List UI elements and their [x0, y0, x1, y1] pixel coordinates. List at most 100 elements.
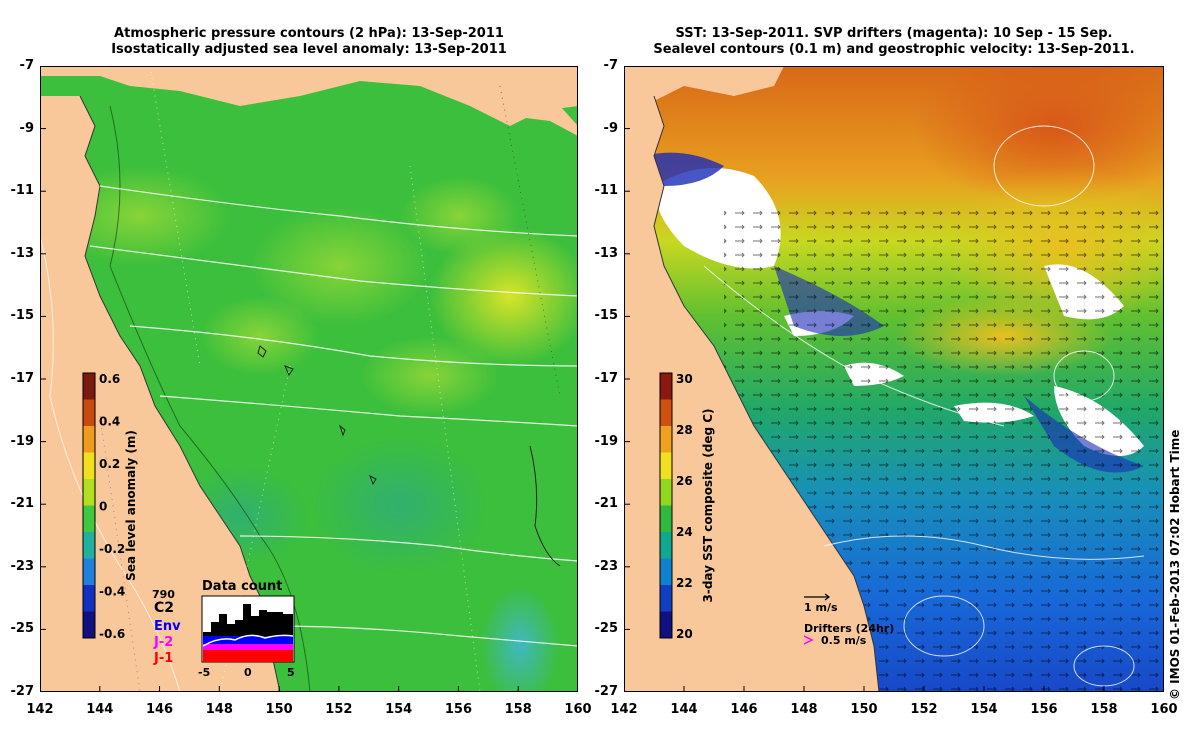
left-x-tick-label: 160: [564, 702, 592, 717]
left-x-tick-label: 148: [205, 702, 233, 717]
left-x-tick-label: 152: [325, 702, 353, 717]
legend-j1: J-1: [153, 651, 173, 666]
left-x-tick-label: 144: [86, 702, 114, 717]
colorbar-swatch: [83, 532, 95, 559]
right-y-tick-label: -23: [594, 558, 619, 574]
colorbar-tick-label: 26: [676, 474, 693, 488]
left-y-tick-label: -11: [10, 183, 35, 199]
right-x-tick-label: 146: [730, 702, 758, 717]
left-y-tick-label: -27: [10, 684, 35, 699]
colorbar-tick-label: -0.2: [99, 542, 125, 556]
data-count-bars: [201, 595, 295, 663]
left-y-tick-label: -15: [10, 308, 35, 324]
colorbar-tick-label: 0: [99, 500, 107, 514]
right-y-tick-label: -11: [594, 183, 619, 199]
australia-land: [624, 96, 879, 692]
left-x-tick-label: 156: [444, 702, 472, 717]
left-map-title: Atmospheric pressure contours (2 hPa): 1…: [40, 26, 578, 58]
sea-level-anomaly-map: [40, 66, 578, 692]
colorbar-tick-label: 28: [676, 423, 693, 437]
colorbar-swatch: [660, 373, 672, 400]
colorbar-swatch: [83, 505, 95, 533]
colorbar-swatch: [660, 585, 672, 612]
right-title-line1: SST: 13-Sep-2011. SVP drifters (magenta)…: [675, 26, 1113, 41]
colorbar-label: Sea level anomaly (m): [124, 430, 138, 581]
colorbar-swatch: [660, 532, 672, 559]
left-x-tick-label: 154: [385, 702, 413, 717]
left-x-tick-label: 158: [504, 702, 532, 717]
data-count-xtick: 0: [244, 666, 252, 679]
colorbar-swatch: [83, 558, 95, 586]
legend-j2: J-2: [153, 635, 173, 650]
right-y-tick-label: -19: [594, 433, 619, 449]
left-y-tick-label: -21: [10, 496, 35, 512]
right-y-tick-label: -27: [594, 684, 619, 699]
colorbar-tick-label: -0.4: [99, 585, 125, 599]
colorbar-tick-label: -0.6: [99, 627, 125, 641]
left-y-tick-label: -23: [10, 558, 35, 574]
right-y-tick-label: -15: [594, 308, 619, 324]
colorbar-tick-label: 0.2: [99, 457, 120, 471]
legend-env: Env: [154, 619, 181, 634]
left-x-tick-label: 146: [145, 702, 174, 717]
left-title-line2: Isostatically adjusted sea level anomaly…: [111, 42, 507, 57]
right-title-line2: Sealevel contours (0.1 m) and geostrophi…: [653, 42, 1135, 57]
data-count-xtick: 5: [287, 666, 295, 679]
data-count-inset: Data count 790 -5 0 5 C2 Env J-2 J-1: [152, 579, 295, 679]
drifters-speed-label: 0.5 m/s: [821, 634, 867, 647]
colorbar-swatch: [83, 373, 95, 400]
colorbar-swatch: [83, 452, 95, 480]
right-y-tick-label: -13: [594, 245, 619, 261]
left-y-tick-label: -7: [19, 58, 34, 73]
colorbar-swatch: [660, 426, 672, 453]
left-y-tick-label: -25: [10, 621, 35, 637]
colorbar-tick-label: 0.6: [99, 372, 120, 386]
australia-land: [40, 96, 280, 692]
sst-colorbar: 30 28 26 24 22 20 3-day SST composite (deg C): [659, 372, 715, 641]
colorbar-tick-label: 20: [676, 627, 693, 641]
colorbar-swatch: [83, 611, 95, 639]
left-x-tick-label: 142: [26, 702, 54, 717]
drifters-legend-label: Drifters (24hr): [804, 622, 894, 635]
right-x-tick-label: 142: [610, 702, 638, 717]
right-y-tick-label: -25: [594, 621, 619, 637]
right-x-tick-label: 150: [850, 702, 878, 717]
colorbar-swatch: [83, 479, 95, 506]
right-axis-ticks: [624, 66, 1164, 692]
colorbar-swatch: [83, 399, 95, 427]
colorbar-tick-label: 30: [676, 372, 693, 386]
right-x-tick-label: 152: [910, 702, 938, 717]
sst-map: 1 m/s Drifters (24hr) 0.5 m/s: [624, 66, 1164, 692]
island-land: [480, 91, 578, 136]
colorbar-swatch: [660, 399, 672, 427]
credit-text: © IMOS 01-Feb-2013 07:02 Hobart Time: [1168, 429, 1182, 700]
left-y-tick-label: -17: [10, 371, 35, 386]
left-y-tick-label: -19: [10, 433, 35, 449]
colorbar-swatch: [660, 479, 672, 506]
left-y-tick-label: -9: [19, 120, 34, 136]
data-count-xtick: -5: [198, 666, 210, 679]
colorbar-label: 3-day SST composite (deg C): [701, 408, 715, 602]
left-y-tick-label: -13: [10, 245, 35, 261]
right-x-tick-label: 156: [1030, 702, 1058, 717]
right-x-tick-label: 154: [970, 702, 998, 717]
left-x-tick-label: 150: [265, 702, 293, 717]
sea-level-colorbar: 0.6 0.4 0.2 0 -0.2 -0.4 -0.6 Sea level anomaly …: [82, 372, 138, 641]
new-guinea-land: [624, 66, 784, 106]
left-title-line1: Atmospheric pressure contours (2 hPa): 1…: [114, 26, 504, 41]
colorbar-tick-label: 0.4: [99, 415, 120, 429]
colorbar-swatch: [660, 452, 672, 480]
right-map-title: SST: 13-Sep-2011. SVP drifters (magenta)…: [624, 26, 1164, 58]
colorbar-swatch: [660, 505, 672, 533]
colorbar-swatch: [83, 585, 95, 612]
velocity-scale-label: 1 m/s: [804, 601, 838, 614]
legend-c2: C2: [154, 600, 174, 616]
colorbar-swatch: [660, 611, 672, 639]
colorbar-swatch: [83, 426, 95, 453]
colorbar-tick-label: 24: [676, 525, 693, 539]
data-count-title: Data count: [202, 579, 282, 594]
data-count-max: 790: [152, 588, 175, 601]
right-x-tick-label: 144: [670, 702, 698, 717]
right-y-tick-label: -21: [594, 496, 619, 512]
right-y-tick-label: -7: [603, 58, 618, 73]
